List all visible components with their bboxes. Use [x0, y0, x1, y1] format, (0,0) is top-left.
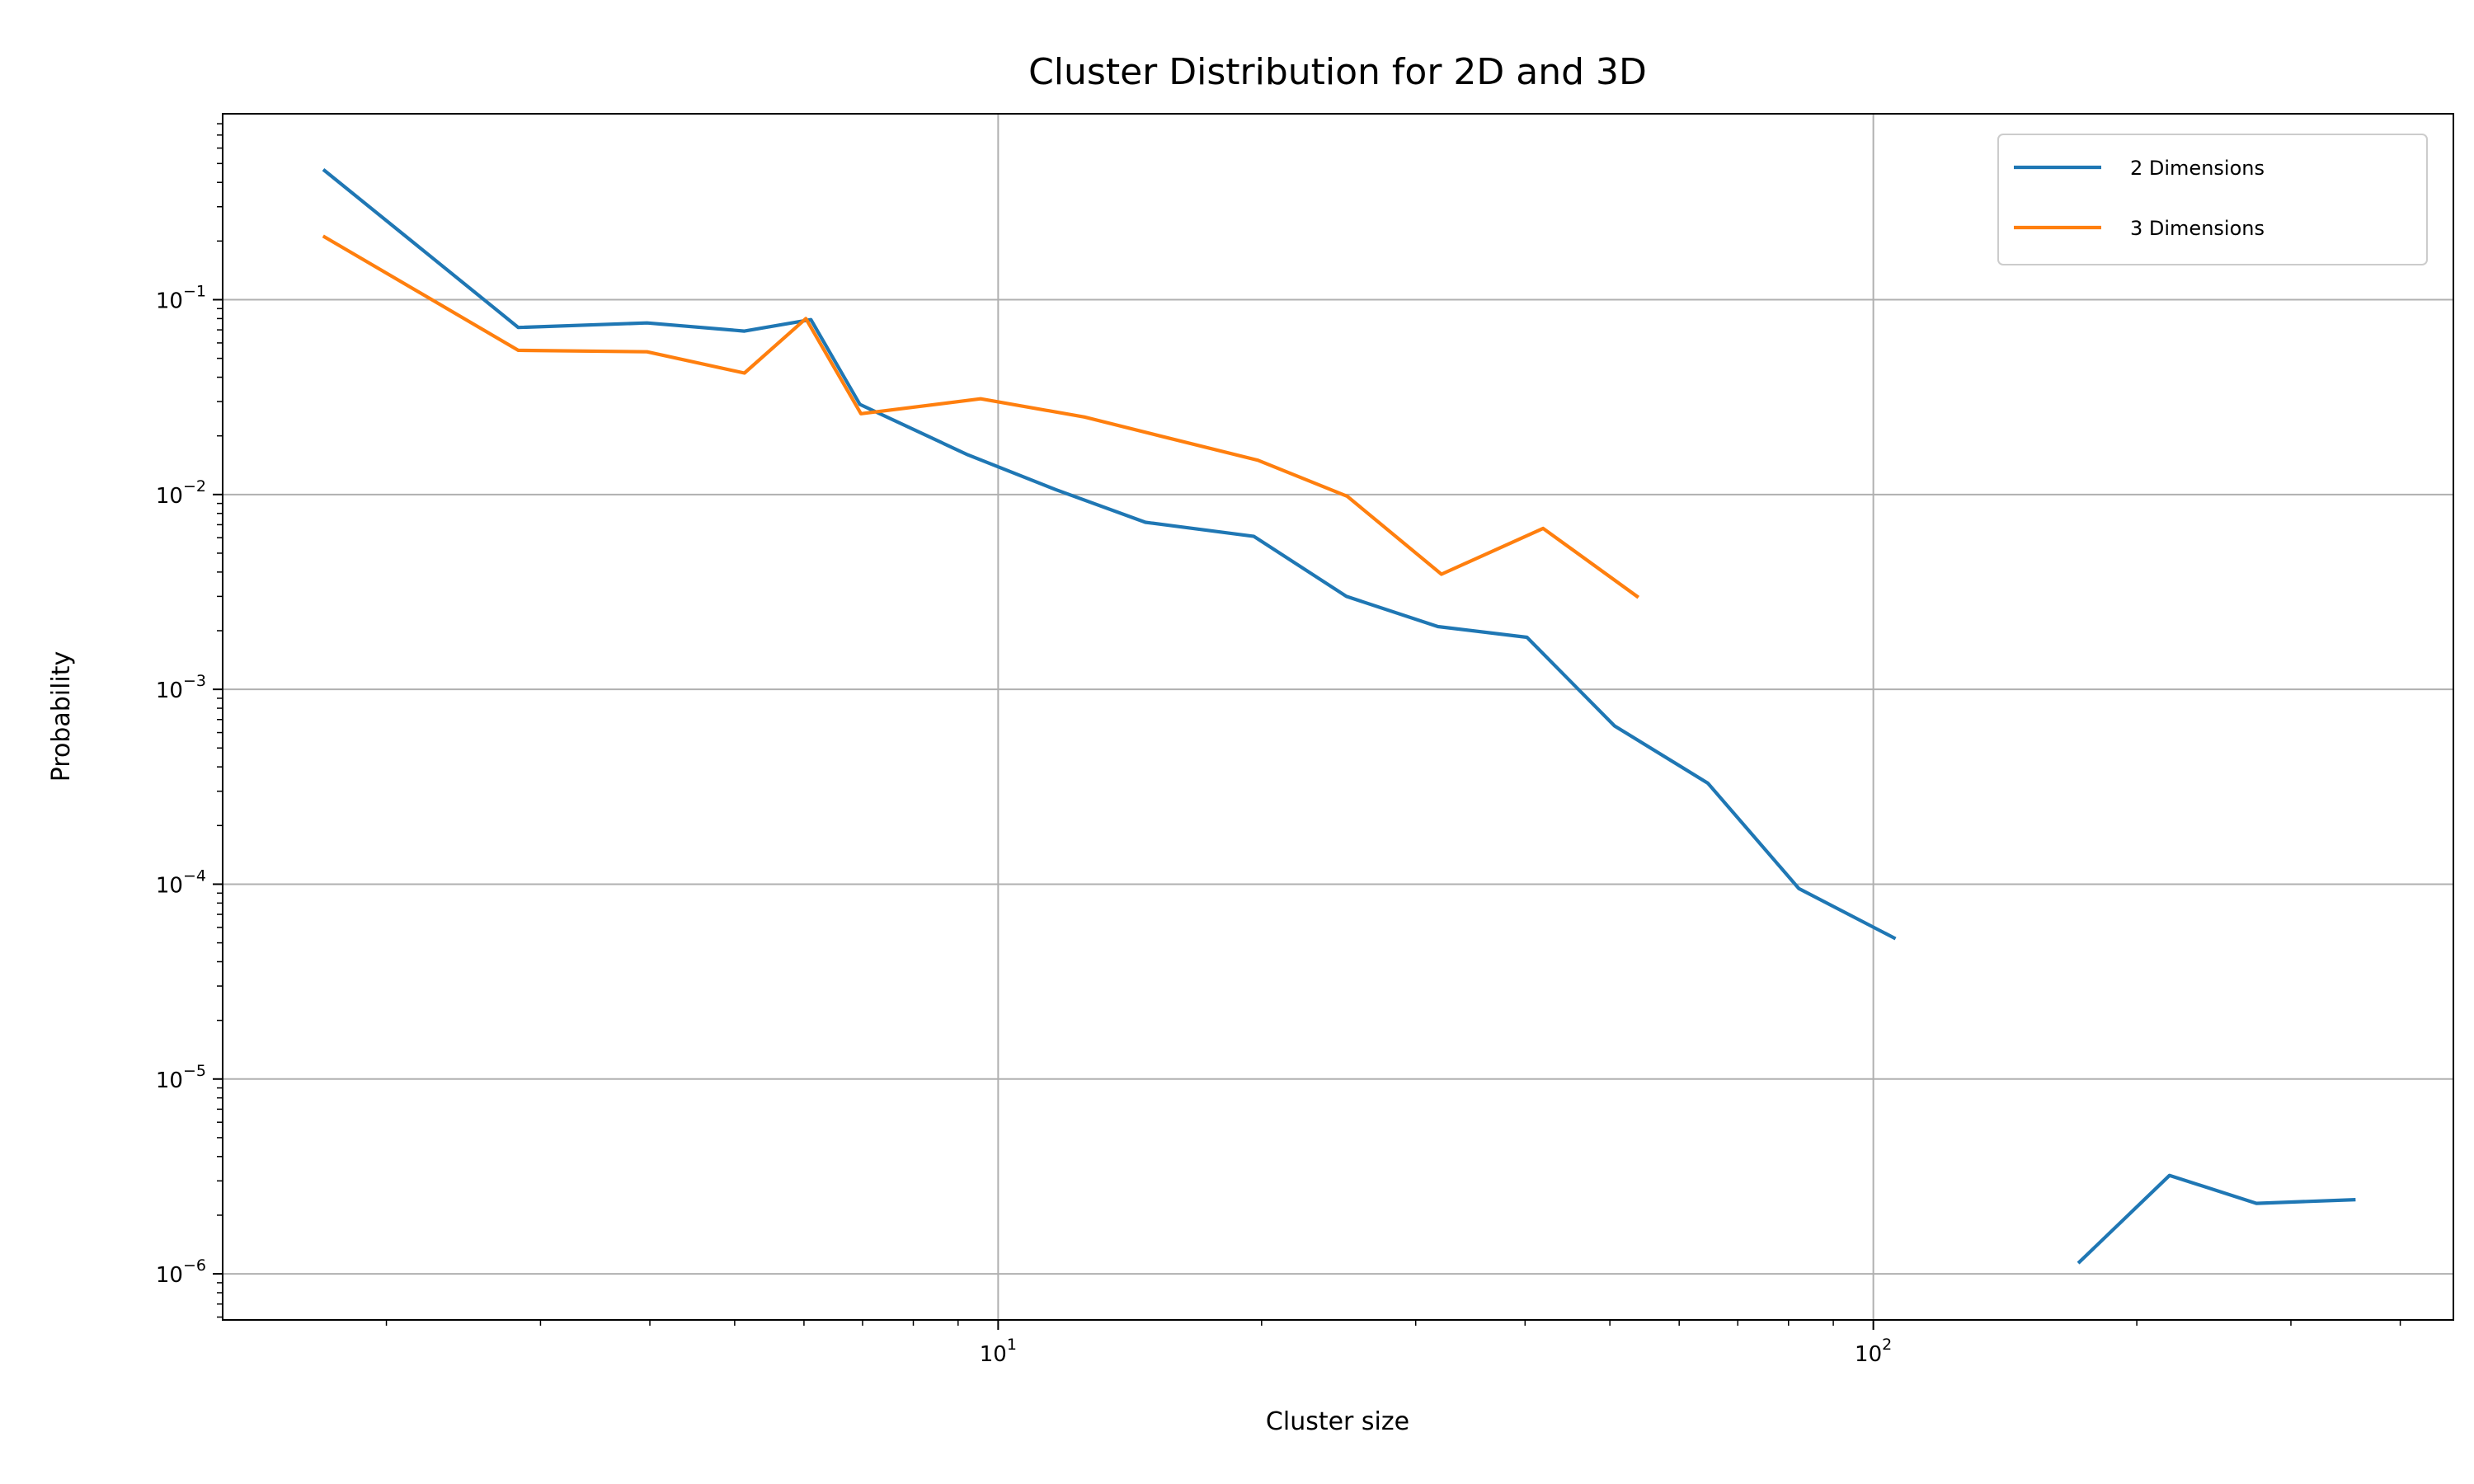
y-tick-label: 10−5: [156, 1062, 206, 1093]
y-tick-label-base: 10: [156, 1263, 183, 1288]
x-tick-label: 102: [1855, 1336, 1892, 1367]
y-tick-label-base: 10: [156, 1068, 183, 1093]
legend: 2 Dimensions 3 Dimensions: [1997, 134, 2428, 265]
grid: [223, 114, 2453, 1320]
legend-item: 2 Dimensions: [2014, 157, 2265, 180]
y-tick-label: 10−3: [156, 672, 206, 703]
legend-label: 3 Dimensions: [2130, 217, 2265, 240]
y-tick-label-base: 10: [156, 289, 183, 314]
x-axis-label: Cluster size: [1266, 1407, 1409, 1436]
x-tick-label-base: 10: [980, 1342, 1007, 1367]
x-tick-label-exponent: 2: [1882, 1336, 1892, 1354]
y-tick-label-exponent: −1: [183, 283, 206, 301]
x-tick-label-base: 10: [1855, 1342, 1882, 1367]
y-tick-label-base: 10: [156, 484, 183, 509]
y-tick-label-base: 10: [156, 873, 183, 898]
series-2d: [322, 167, 2356, 1265]
y-tick-label: 10−1: [156, 283, 206, 314]
y-tick-label: 10−4: [156, 866, 206, 898]
y-tick-label-exponent: −2: [183, 477, 206, 495]
y-tick-label-exponent: −4: [183, 866, 206, 885]
plot-frame: [222, 113, 2454, 1321]
series-line: [322, 234, 1640, 599]
series-line: [2077, 1173, 2356, 1265]
y-tick-label-exponent: −6: [183, 1256, 206, 1275]
legend-box: [1997, 134, 2428, 265]
y-tick-label: 10−6: [156, 1256, 206, 1288]
series-layer: [322, 167, 2356, 1265]
chart-title: Cluster Distribution for 2D and 3D: [1028, 51, 1647, 93]
y-axis-label: Probability: [47, 651, 76, 782]
y-tick-label-base: 10: [156, 679, 183, 703]
y-tick-label-exponent: −5: [183, 1062, 206, 1080]
x-tick-label-exponent: 1: [1007, 1336, 1017, 1354]
series-line: [322, 167, 1897, 941]
series-3d: [322, 234, 1640, 599]
legend-item: 3 Dimensions: [2014, 217, 2265, 240]
y-tick-label: 10−2: [156, 477, 206, 509]
legend-label: 2 Dimensions: [2130, 157, 2265, 180]
y-tick-label-exponent: −3: [183, 672, 206, 690]
x-tick-label: 101: [980, 1336, 1017, 1367]
